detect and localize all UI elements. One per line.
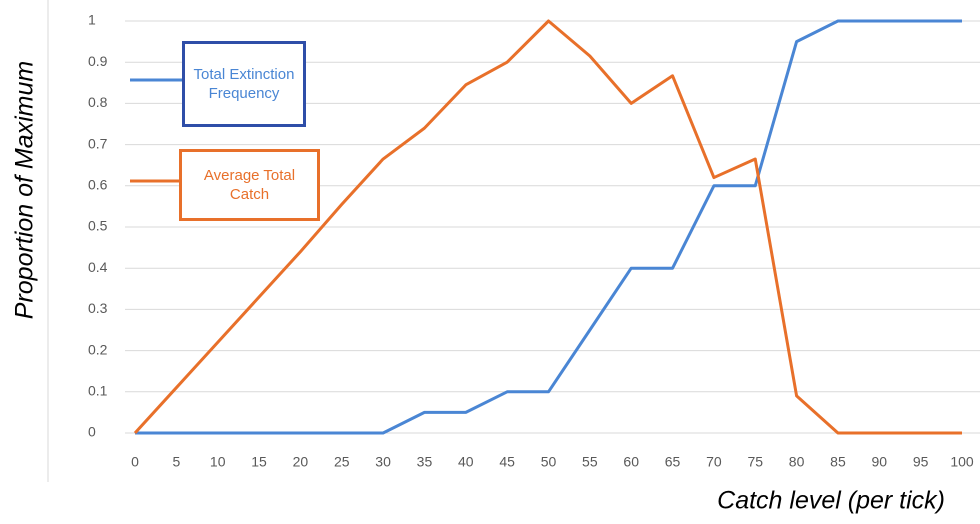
y-tick-label: 0.3	[88, 300, 108, 316]
x-tick-label: 75	[747, 454, 763, 470]
x-tick-label: 10	[210, 454, 226, 470]
y-tick-label: 0	[88, 424, 96, 440]
series-line	[133, 19, 962, 435]
x-tick-label: 50	[541, 454, 557, 470]
series-line	[135, 19, 962, 435]
y-tick-label: 0.4	[88, 259, 108, 275]
x-tick-label: 0	[131, 454, 139, 470]
x-tick-label: 80	[789, 454, 805, 470]
x-tick-label: 45	[499, 454, 515, 470]
y-tick-label: 0.1	[88, 383, 108, 399]
x-tick-label: 35	[417, 454, 433, 470]
legend-entry: Total Extinction Frequency	[182, 41, 306, 127]
y-tick-label: 0.9	[88, 53, 108, 69]
x-tick-label: 20	[293, 454, 309, 470]
legend-entry: Average Total Catch	[179, 149, 320, 221]
x-tick-label: 30	[375, 454, 391, 470]
x-tick-label: 85	[830, 454, 846, 470]
x-tick-label: 95	[913, 454, 929, 470]
y-tick-label: 0.8	[88, 94, 108, 110]
x-tick-label: 25	[334, 454, 350, 470]
y-axis-label: Proportion of Maximum	[11, 61, 39, 319]
x-tick-label: 65	[665, 454, 681, 470]
x-tick-label: 70	[706, 454, 722, 470]
y-tick-label: 1	[88, 12, 96, 28]
x-tick-label: 90	[872, 454, 888, 470]
x-tick-label: 40	[458, 454, 474, 470]
y-tick-label: 0.6	[88, 177, 108, 193]
x-tick-label: 60	[623, 454, 639, 470]
x-tick-label: 5	[172, 454, 180, 470]
y-tick-label: 0.7	[88, 135, 108, 151]
y-tick-label: 0.5	[88, 218, 108, 234]
x-axis-label: Catch level (per tick)	[717, 487, 945, 515]
x-tick-label: 55	[582, 454, 598, 470]
y-tick-label: 0.2	[88, 341, 108, 357]
x-tick-label: 15	[251, 454, 267, 470]
x-tick-label: 100	[950, 454, 974, 470]
